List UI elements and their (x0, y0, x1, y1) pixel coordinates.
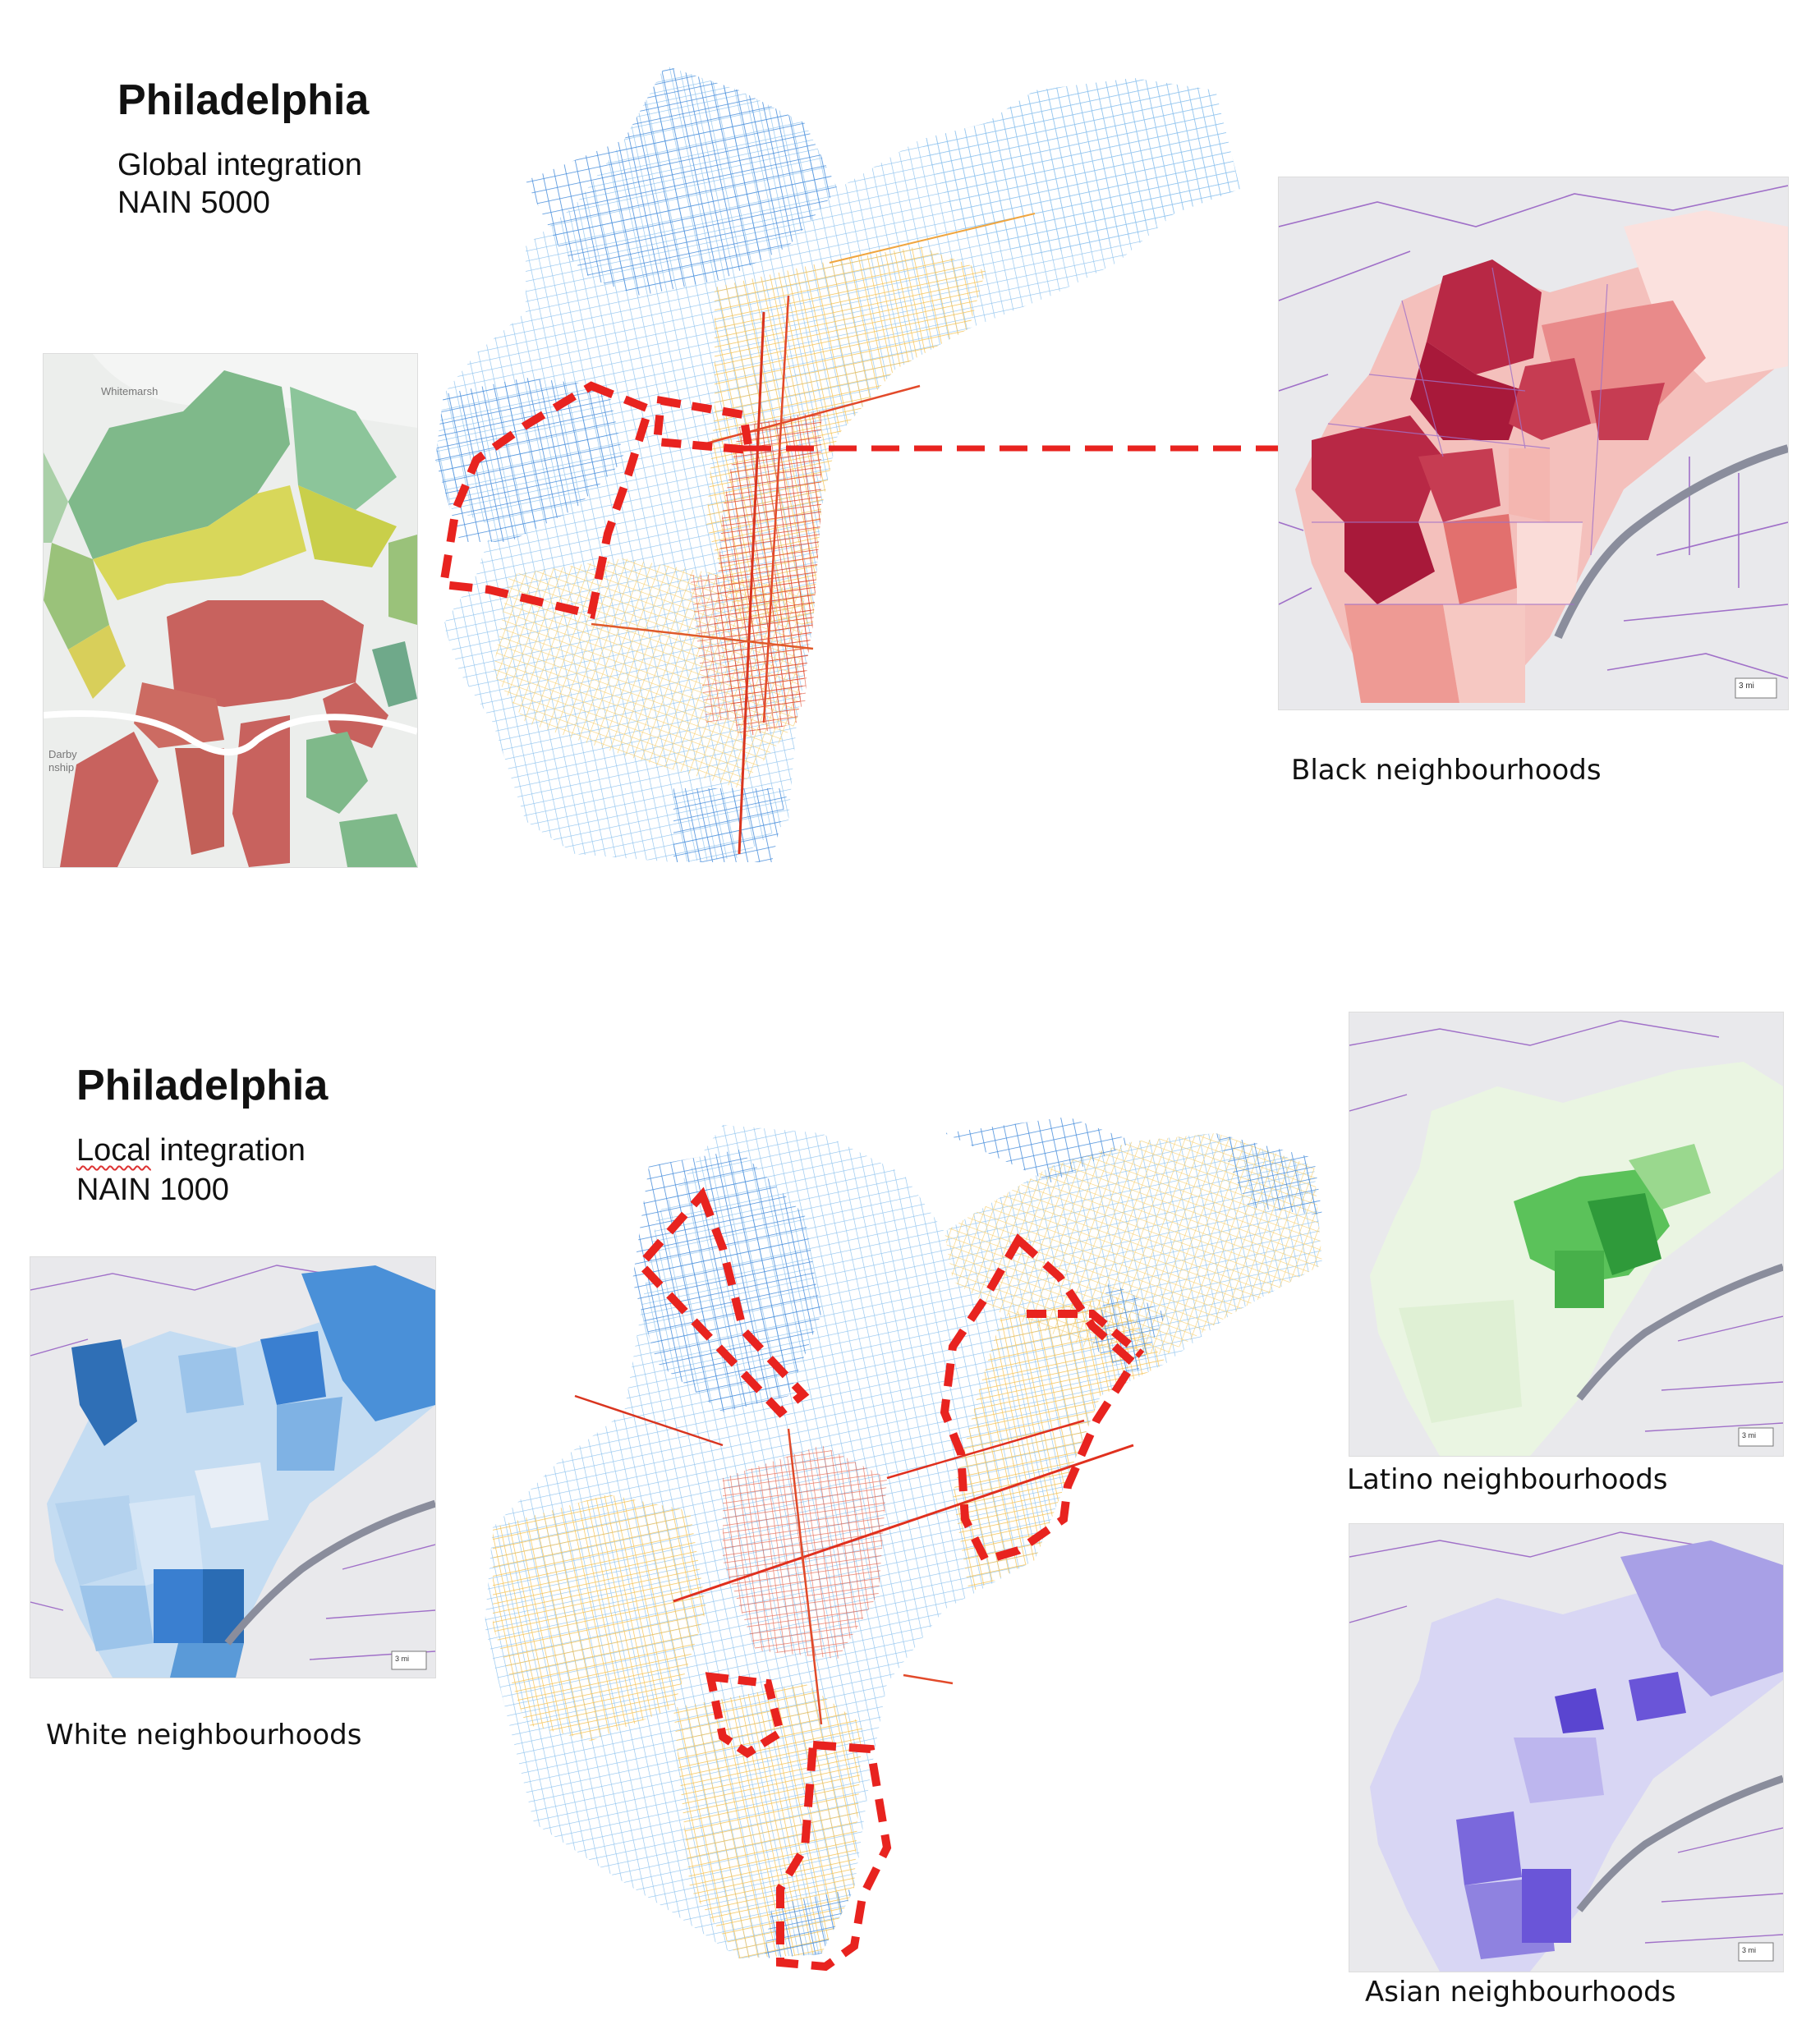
scale-label-black: 3 mi (1739, 682, 1754, 691)
caption-latino-neighbourhoods: Latino neighbourhoods (1347, 1463, 1668, 1496)
top-city-title: Philadelphia (117, 76, 370, 124)
bottom-subtitle-rest: integration (150, 1133, 306, 1168)
top-subtitle-line1: Global integration (117, 148, 362, 182)
highlight-zone-center (705, 1672, 785, 1758)
latino-neighbourhoods-map: 3 mi (1349, 1012, 1784, 1457)
scale-label-latino: 3 mi (1742, 1431, 1757, 1439)
map-label-whitemarsh: Whitemarsh (101, 385, 159, 397)
highlight-zone-northwest (439, 381, 655, 620)
map-label-nship: nship (48, 761, 75, 774)
redlining-map: Whitemarsh Darby nship (43, 353, 418, 868)
bottom-subtitle-line1: Local integration (76, 1132, 306, 1169)
bottom-city-title: Philadelphia (76, 1062, 329, 1109)
scale-label-white: 3 mi (395, 1655, 410, 1663)
scale-label-asian: 3 mi (1742, 1946, 1757, 1954)
map-label-darby: Darby (48, 748, 77, 760)
highlight-zone-north (652, 396, 754, 455)
highlight-zone-east (940, 1233, 1139, 1565)
black-neighbourhoods-map: 3 mi (1278, 177, 1789, 710)
caption-asian-neighbourhoods: Asian neighbourhoods (1365, 1976, 1676, 2009)
top-subtitle-line2: NAIN 5000 (117, 186, 270, 220)
highlight-zone-northwest-bottom (635, 1187, 810, 1418)
bottom-subtitle-line2: NAIN 1000 (76, 1173, 229, 1207)
asian-neighbourhoods-map: 3 mi (1349, 1523, 1784, 1972)
highlight-zone-south (776, 1740, 892, 1972)
bottom-subtitle-word-local: Local (76, 1133, 151, 1168)
caption-white-neighbourhoods: White neighbourhoods (46, 1719, 362, 1751)
white-neighbourhoods-map: 3 mi (30, 1256, 436, 1678)
caption-black-neighbourhoods: Black neighbourhoods (1291, 754, 1602, 787)
